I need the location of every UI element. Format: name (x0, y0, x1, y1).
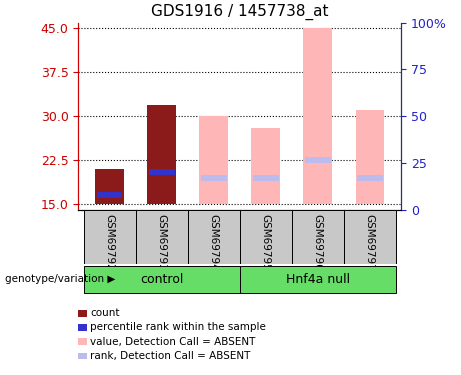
Bar (200, 116, 228, 204)
Bar (253, 175, 278, 181)
Bar (148, 105, 176, 204)
Bar (201, 175, 226, 181)
Bar (136, 210, 188, 264)
Bar (355, 110, 384, 204)
Bar (97, 192, 123, 198)
Text: GSM69792: GSM69792 (105, 214, 115, 271)
Bar (95, 169, 124, 204)
Text: control: control (140, 273, 183, 286)
Text: GSM69794: GSM69794 (209, 214, 219, 271)
Text: GSM69795: GSM69795 (261, 214, 271, 271)
Bar (344, 210, 396, 264)
Bar (83, 266, 240, 293)
Title: GDS1916 / 1457738_at: GDS1916 / 1457738_at (151, 3, 329, 20)
Text: rank, Detection Call = ABSENT: rank, Detection Call = ABSENT (90, 351, 251, 361)
Bar (305, 157, 331, 163)
Text: percentile rank within the sample: percentile rank within the sample (90, 322, 266, 332)
Bar (83, 210, 136, 264)
Bar (240, 210, 292, 264)
Bar (251, 128, 280, 204)
Text: value, Detection Call = ABSENT: value, Detection Call = ABSENT (90, 337, 256, 346)
Bar (149, 169, 175, 175)
Text: genotype/variation ▶: genotype/variation ▶ (5, 274, 115, 284)
Bar (357, 175, 383, 181)
Text: GSM69796: GSM69796 (313, 214, 323, 271)
Text: GSM69797: GSM69797 (365, 214, 375, 271)
Bar (188, 210, 240, 264)
Bar (292, 210, 344, 264)
Text: Hnf4a null: Hnf4a null (286, 273, 350, 286)
Bar (303, 28, 332, 204)
Bar (240, 266, 396, 293)
Text: GSM69793: GSM69793 (157, 214, 166, 271)
Text: count: count (90, 308, 120, 318)
